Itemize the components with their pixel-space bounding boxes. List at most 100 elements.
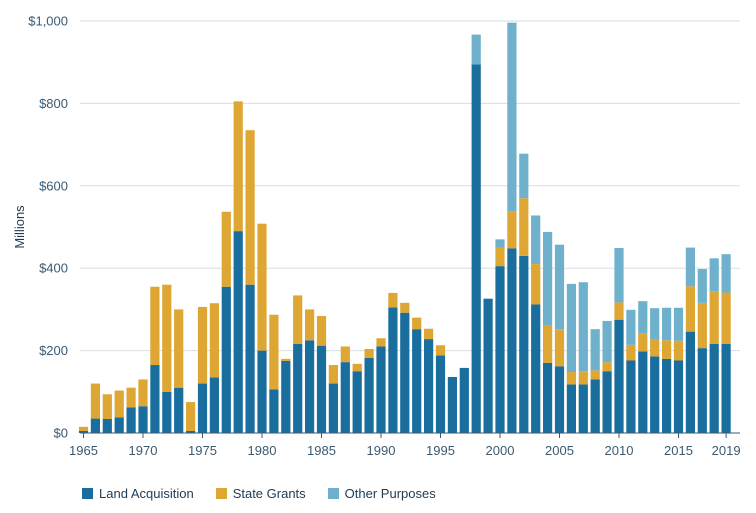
- bar-state-grants-1989: [364, 348, 374, 359]
- bar-state-grants-1981: [269, 314, 279, 390]
- bar-land-acquisition-1990: [376, 346, 386, 433]
- y-axis-ticks: $0 $200 $400 $600 $800 $1,000: [28, 14, 68, 441]
- bar-land-acquisition-1970: [138, 406, 148, 433]
- bar-state-grants-1972: [162, 284, 172, 392]
- bar-state-grants-1993: [412, 317, 422, 330]
- bar-state-grants-2016: [685, 286, 695, 332]
- bar-land-acquisition-1978: [233, 231, 243, 433]
- bar-land-acquisition-1988: [352, 371, 362, 433]
- legend-item-other-purposes: Other Purposes: [327, 486, 436, 501]
- y-axis-title: Millions: [12, 205, 27, 249]
- bar-land-acquisition-1967: [102, 418, 112, 433]
- bar-other-purposes-2013: [650, 308, 660, 340]
- bar-land-acquisition-2017: [697, 348, 707, 433]
- bar-other-purposes-2004: [543, 231, 553, 326]
- x-tick-label: 2015: [664, 443, 693, 458]
- bar-state-grants-1975: [197, 306, 208, 384]
- bar-land-acquisition-1969: [126, 407, 136, 433]
- bar-land-acquisition-2010: [614, 319, 624, 433]
- bar-land-acquisition-1991: [388, 307, 398, 433]
- bar-land-acquisition-1972: [162, 391, 172, 433]
- bar-land-acquisition-1975: [197, 383, 208, 433]
- bar-state-grants-1992: [400, 302, 410, 313]
- bar-land-acquisition-1989: [364, 358, 374, 433]
- x-tick-label: 1985: [307, 443, 336, 458]
- bar-state-grants-1973: [174, 309, 184, 388]
- y-tick-label: $600: [39, 178, 68, 193]
- legend-swatch-other-purposes: [327, 488, 339, 499]
- bar-other-purposes-2010: [614, 248, 624, 303]
- bar-state-grants-1974: [186, 402, 196, 431]
- bar-land-acquisition-1973: [174, 387, 184, 433]
- y-tick-label: $1,000: [28, 14, 68, 29]
- bar-state-grants-2014: [662, 340, 672, 359]
- bar-state-grants-1971: [150, 286, 160, 366]
- legend-label-land-acquisition: Land Acquisition: [99, 486, 194, 501]
- bar-state-grants-1965: [78, 426, 89, 431]
- bar-land-acquisition-2015: [673, 360, 684, 433]
- bar-state-grants-2015: [673, 340, 684, 361]
- bar-other-purposes-2003: [531, 215, 541, 265]
- bar-state-grants-2007: [578, 371, 588, 385]
- bar-state-grants-1979: [245, 130, 255, 285]
- bar-state-grants-1976: [209, 303, 219, 378]
- bar-land-acquisition-2001: [507, 248, 517, 433]
- bars: [78, 22, 731, 433]
- x-axis-ticks: 1965 1970 1975 1980 1985 1990 1995 2000 2005 2010…: [69, 433, 741, 458]
- bar-state-grants-1985: [316, 315, 327, 346]
- bar-land-acquisition-1987: [340, 362, 350, 433]
- bar-state-grants-2003: [531, 264, 541, 305]
- bar-state-grants-1968: [114, 390, 124, 418]
- legend-item-state-grants: State Grants: [215, 486, 306, 501]
- bar-land-acquisition-1968: [114, 417, 124, 433]
- bar-land-acquisition-1998: [471, 64, 481, 433]
- y-tick-label: $800: [39, 96, 68, 111]
- bar-state-grants-2019: [721, 292, 731, 345]
- bar-land-acquisition-1986: [328, 383, 338, 433]
- bar-land-acquisition-1995: [435, 355, 446, 433]
- bar-state-grants-1977: [221, 211, 231, 287]
- x-tick-label: 1970: [129, 443, 158, 458]
- bar-state-grants-1995: [435, 345, 446, 356]
- bar-land-acquisition-1974: [186, 430, 196, 433]
- bar-state-grants-1982: [281, 358, 291, 361]
- bar-land-acquisition-1979: [245, 284, 255, 433]
- bar-land-acquisition-2018: [709, 344, 719, 433]
- x-tick-label: 2005: [545, 443, 574, 458]
- bar-land-acquisition-1997: [459, 367, 469, 433]
- x-tick-label: 1975: [188, 443, 217, 458]
- bar-other-purposes-2015: [673, 307, 684, 341]
- bar-land-acquisition-1985: [316, 345, 327, 433]
- y-tick-label: $0: [54, 426, 68, 441]
- bar-state-grants-2009: [602, 362, 612, 372]
- bar-land-acquisition-1999: [483, 298, 493, 433]
- bar-land-acquisition-1977: [221, 286, 231, 433]
- legend-item-land-acquisition: Land Acquisition: [82, 486, 194, 501]
- bar-land-acquisition-2014: [662, 358, 672, 433]
- bar-state-grants-1987: [340, 346, 350, 363]
- bar-other-purposes-1998: [471, 34, 481, 65]
- bar-land-acquisition-1994: [424, 339, 434, 433]
- bar-state-grants-1990: [376, 338, 386, 347]
- bar-state-grants-2010: [614, 302, 624, 320]
- bar-state-grants-2006: [566, 372, 576, 385]
- bar-state-grants-1970: [138, 379, 148, 407]
- bar-land-acquisition-2011: [626, 360, 636, 433]
- bar-state-grants-2005: [554, 329, 565, 367]
- x-tick-label: 2000: [486, 443, 515, 458]
- bar-land-acquisition-1981: [269, 389, 279, 433]
- bar-land-acquisition-2013: [650, 356, 660, 433]
- bar-state-grants-1986: [328, 365, 338, 384]
- bar-state-grants-1991: [388, 292, 398, 308]
- bar-state-grants-2011: [626, 344, 636, 361]
- bar-other-purposes-2014: [662, 307, 672, 341]
- bar-land-acquisition-2019: [721, 344, 731, 433]
- bar-state-grants-1966: [90, 383, 100, 419]
- x-tick-label: 1980: [248, 443, 277, 458]
- bar-land-acquisition-1971: [150, 365, 160, 433]
- bar-state-grants-2012: [638, 333, 648, 352]
- bar-state-grants-1983: [293, 295, 303, 345]
- bar-other-purposes-2000: [495, 239, 505, 248]
- legend: Land Acquisition State Grants Other Purp…: [82, 486, 458, 501]
- bar-state-grants-1978: [233, 101, 243, 232]
